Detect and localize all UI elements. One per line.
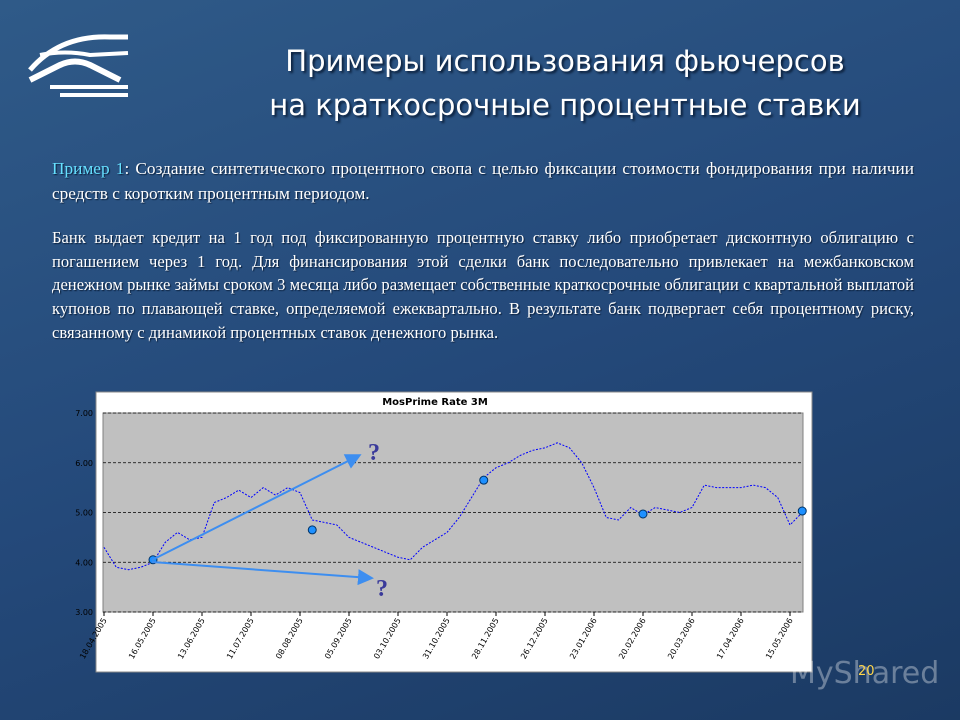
point-marker	[479, 475, 489, 485]
paragraph: Банк выдает кредит на 1 год под фиксиров…	[52, 228, 914, 342]
annotation: ?	[368, 440, 380, 466]
y-tick-label: 6.00	[75, 459, 93, 468]
point-marker	[638, 509, 648, 519]
title-line: Примеры использования фьючерсов	[285, 44, 845, 78]
logo	[28, 34, 129, 97]
title-line: на краткосрочные процентные ставки	[269, 88, 861, 122]
y-tick-label: 3.00	[75, 608, 93, 617]
arrow	[151, 561, 374, 586]
point-marker	[307, 525, 317, 535]
example-text: : Создание синтетического процентного св…	[52, 159, 915, 203]
page-number: 20	[858, 664, 875, 679]
y-tick-label: 5.00	[75, 509, 93, 518]
chart-title: MosPrime Rate 3M	[382, 397, 488, 408]
annotation: ?	[376, 576, 388, 602]
example-label: Пример 1	[52, 159, 125, 178]
y-tick-label: 7.00	[75, 409, 93, 418]
watermark: MyShared	[790, 656, 940, 691]
arrow	[151, 454, 362, 561]
example: Пример 1: Создание синтетического процен…	[52, 156, 914, 206]
point-marker	[797, 506, 807, 516]
y-tick-label: 4.00	[75, 558, 93, 567]
